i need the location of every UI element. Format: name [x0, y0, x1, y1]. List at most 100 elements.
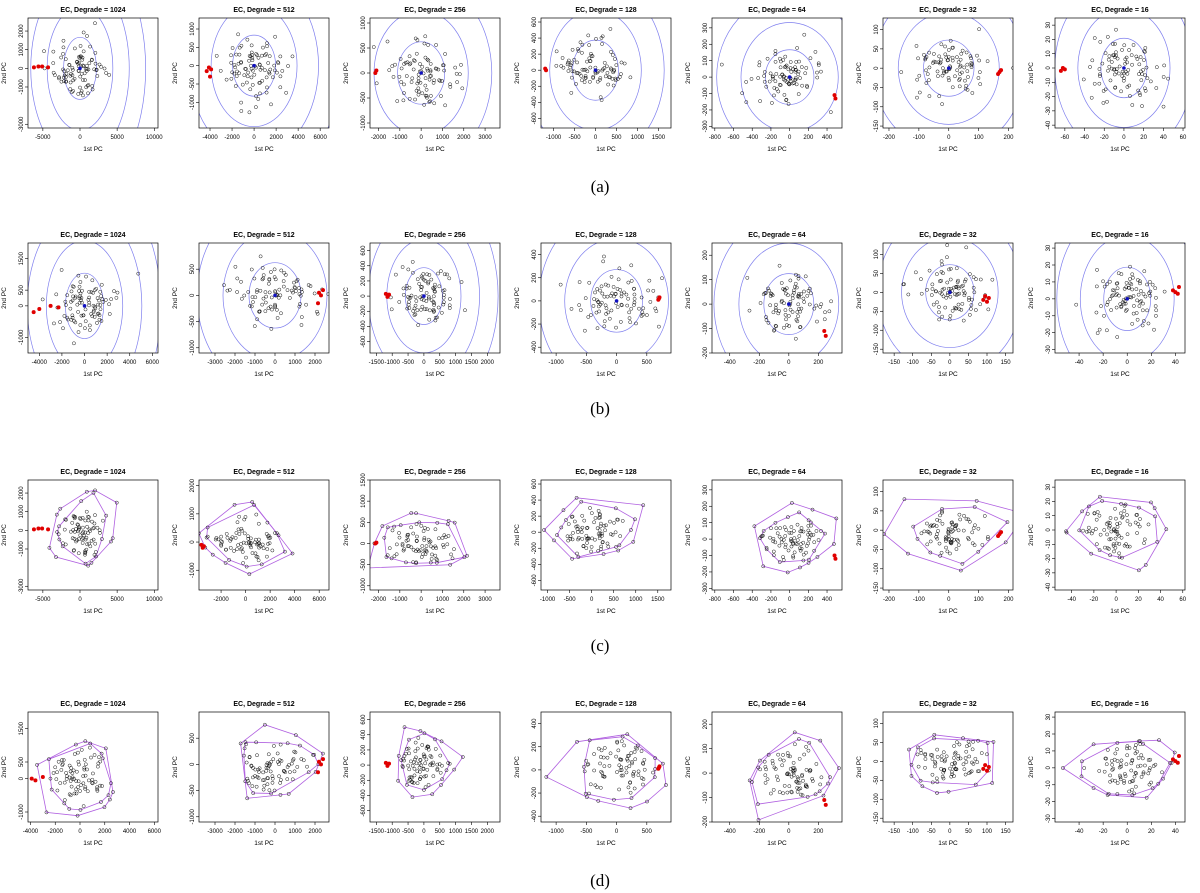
data-point	[63, 517, 68, 522]
data-point	[812, 306, 817, 311]
data-point	[216, 537, 221, 542]
contour-line	[487, 243, 499, 353]
data-point	[411, 309, 416, 313]
contour-line	[210, 18, 298, 128]
data-point	[1097, 769, 1102, 773]
data-point	[107, 302, 111, 307]
data-point	[228, 288, 232, 292]
data-point	[928, 524, 933, 529]
data-point	[421, 277, 426, 282]
data-point	[966, 75, 970, 79]
data-point	[300, 315, 304, 319]
plot-frame	[27, 242, 159, 354]
contour-line	[713, 243, 734, 353]
data-point	[239, 60, 243, 64]
contour-line	[232, 34, 276, 97]
x-tick-label: -3000	[207, 360, 223, 366]
data-point	[1085, 529, 1089, 534]
data-point	[1139, 78, 1144, 82]
data-point	[434, 560, 439, 565]
data-point	[800, 774, 804, 778]
plot-area	[1056, 243, 1185, 353]
data-point	[65, 315, 69, 320]
data-point	[593, 783, 598, 788]
data-point	[62, 801, 67, 806]
data-point	[244, 760, 249, 765]
data-point	[574, 496, 579, 500]
data-point	[427, 100, 432, 104]
data-point	[935, 747, 939, 752]
data-point	[922, 52, 926, 57]
data-point	[433, 747, 438, 751]
data-point	[58, 320, 62, 324]
data-point	[914, 44, 919, 48]
data-point	[955, 55, 959, 59]
data-point	[277, 762, 281, 766]
data-point	[1085, 512, 1090, 516]
data-point	[951, 45, 955, 50]
data-point	[1131, 294, 1136, 298]
hull-polygon	[543, 497, 644, 560]
data-point	[607, 763, 612, 768]
data-point	[252, 276, 257, 281]
data-point	[249, 545, 253, 550]
data-point	[762, 759, 767, 764]
data-point	[615, 770, 619, 774]
data-point	[72, 516, 77, 521]
data-point	[79, 783, 83, 787]
data-point	[76, 785, 80, 790]
data-point	[401, 98, 406, 103]
data-point	[598, 761, 602, 766]
x-axis-label: 1st PC	[1110, 840, 1130, 847]
data-point	[622, 61, 627, 66]
data-point	[54, 512, 59, 517]
data-point	[414, 51, 419, 56]
data-point	[422, 731, 427, 736]
y-tick-label: -50	[874, 544, 880, 553]
data-point	[561, 508, 566, 512]
data-point	[1134, 771, 1138, 776]
data-point	[957, 742, 962, 747]
data-point	[70, 73, 75, 78]
data-point	[969, 56, 973, 61]
data-point	[261, 778, 265, 783]
data-point	[268, 535, 273, 540]
data-point	[927, 78, 931, 82]
data-point	[576, 537, 580, 542]
y-tick-label: 400	[361, 729, 367, 740]
x-tick-label: 400	[822, 135, 833, 141]
data-point	[566, 69, 571, 73]
data-point	[1110, 66, 1114, 71]
data-point	[102, 805, 107, 809]
data-point	[1142, 58, 1146, 62]
data-point	[69, 289, 74, 294]
data-point	[972, 543, 977, 547]
data-point	[1166, 76, 1170, 81]
data-point	[602, 746, 607, 750]
x-tick-label: 1000	[436, 135, 450, 141]
data-point	[73, 46, 77, 51]
data-point	[798, 786, 803, 791]
data-point	[83, 326, 87, 331]
data-point	[95, 787, 99, 792]
data-point	[601, 552, 606, 556]
data-point	[953, 750, 958, 755]
data-point	[440, 536, 445, 540]
y-axis-label: 2nd PC	[1, 287, 8, 309]
data-point	[312, 752, 316, 757]
data-point	[70, 66, 75, 70]
caption-b: (b)	[590, 399, 610, 418]
data-point	[413, 97, 417, 102]
data-point	[619, 773, 624, 778]
data-point	[637, 306, 641, 311]
data-point	[779, 540, 784, 545]
data-point	[766, 320, 771, 325]
data-point	[602, 60, 607, 65]
data-point	[802, 289, 806, 294]
data-point	[1111, 767, 1116, 771]
data-point	[918, 748, 923, 752]
data-point	[79, 748, 84, 752]
